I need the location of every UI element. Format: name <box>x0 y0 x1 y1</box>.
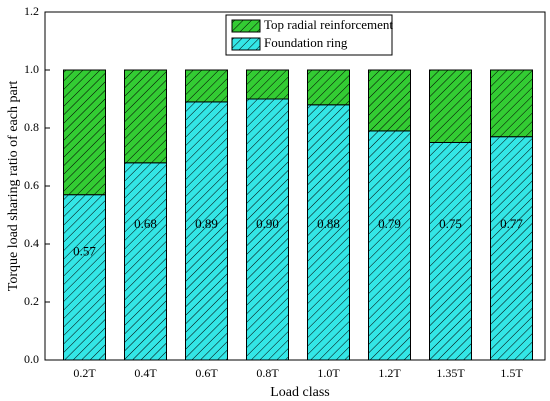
bar-segment <box>63 194 106 361</box>
x-tick-label: 0.4T <box>134 366 157 380</box>
value-label: 0.88 <box>317 216 340 231</box>
legend-swatch <box>231 19 261 33</box>
x-tick-label: 0.2T <box>73 366 96 380</box>
legend-label: Foundation ring <box>264 35 348 50</box>
y-tick-label: 1.2 <box>24 4 39 18</box>
y-tick-label: 1.0 <box>24 62 39 76</box>
bar-segment <box>124 69 167 164</box>
value-label: 0.79 <box>378 216 401 231</box>
y-tick-label: 0.4 <box>24 236 39 250</box>
bar-segment <box>490 69 533 138</box>
x-tick-label: 1.2T <box>378 366 401 380</box>
bar-segment <box>307 104 350 361</box>
value-label: 0.90 <box>256 216 279 231</box>
x-tick-label: 1.35T <box>436 366 465 380</box>
bar-segment <box>368 69 411 132</box>
y-tick-label: 0.8 <box>24 120 39 134</box>
value-label: 0.77 <box>500 216 523 231</box>
bar-segment <box>429 69 472 143</box>
x-tick-label: 0.6T <box>195 366 218 380</box>
value-label: 0.89 <box>195 216 218 231</box>
bar-segment <box>185 69 228 103</box>
bar-segment <box>307 69 350 106</box>
legend-label: Top radial reinforcement <box>264 17 393 32</box>
bar-segment <box>124 162 167 361</box>
y-tick-label: 0.0 <box>24 352 39 366</box>
y-axis-label: Torque load sharing ratio of each part <box>6 81 21 292</box>
bar-segment <box>63 69 106 196</box>
x-tick-label: 1.5T <box>500 366 523 380</box>
x-tick-label: 0.8T <box>256 366 279 380</box>
y-tick-label: 0.2 <box>24 294 39 308</box>
bar-segment <box>246 98 289 361</box>
bar-segment <box>429 142 472 361</box>
x-tick-label: 1.0T <box>317 366 340 380</box>
y-tick-label: 0.6 <box>24 178 39 192</box>
value-label: 0.57 <box>73 244 96 259</box>
bar-segment <box>246 69 289 100</box>
bar-segment <box>490 136 533 361</box>
value-label: 0.75 <box>439 216 462 231</box>
x-axis-label: Load class <box>270 385 329 400</box>
value-label: 0.68 <box>134 216 157 231</box>
legend-swatch <box>231 37 261 51</box>
bar-segment <box>368 130 411 361</box>
plot-frame <box>44 11 546 361</box>
